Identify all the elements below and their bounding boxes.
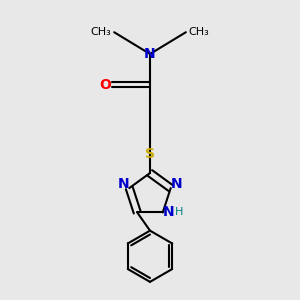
Text: O: O (99, 78, 111, 92)
Text: H: H (175, 207, 184, 218)
Text: N: N (118, 177, 130, 191)
Text: N: N (163, 206, 174, 219)
Text: S: S (145, 147, 155, 161)
Text: CH₃: CH₃ (91, 27, 112, 37)
Text: CH₃: CH₃ (188, 27, 209, 37)
Text: N: N (170, 177, 182, 191)
Text: N: N (144, 47, 156, 61)
